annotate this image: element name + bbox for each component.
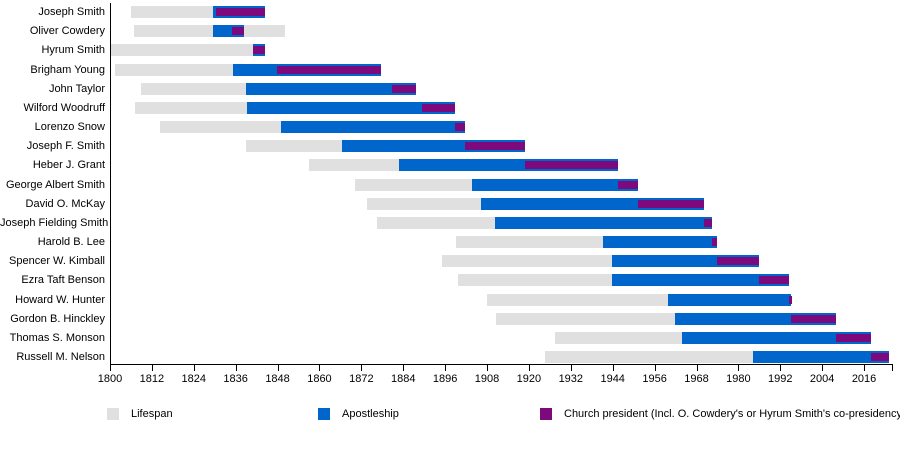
axis-tick-label: 1800: [97, 373, 123, 385]
row-label: Wilford Woodruff: [23, 101, 105, 114]
row-label: Thomas S. Monson: [9, 331, 105, 344]
apostleship-bar: [681, 331, 872, 344]
row-label: Lorenzo Snow: [34, 121, 105, 133]
axis-tick-label: 1824: [181, 373, 207, 385]
apostleship-bar: [472, 178, 639, 191]
row-label: Joseph F. Smith: [26, 140, 105, 153]
legend-swatch-president: [540, 408, 552, 420]
lifespan-bar: [110, 44, 266, 57]
axis-tick-label: 1980: [726, 373, 751, 385]
axis-edge-tick: [892, 365, 893, 371]
presidency-bar: [454, 123, 466, 131]
row-label: Joseph Smith: [38, 6, 105, 18]
axis-tick: [738, 365, 740, 371]
axis-tick: [403, 365, 405, 371]
presidency-bar: [231, 27, 244, 36]
presidency-bar: [392, 84, 416, 93]
axis-tick-label: 1908: [474, 373, 500, 385]
axis-tick-label: 1944: [600, 373, 625, 385]
row-label: Spencer W. Kimball: [9, 255, 105, 268]
row-label: John Taylor: [48, 82, 105, 95]
axis-tick: [612, 365, 614, 371]
axis-tick: [151, 365, 153, 371]
apostleship-bar: [247, 101, 455, 114]
axis-tick-label: 1896: [432, 373, 458, 385]
presidency-bar: [617, 180, 639, 189]
axis-tick-label: 1932: [558, 373, 584, 385]
row-label: Hyrum Smith: [41, 44, 105, 57]
axis-tick-label: 1956: [642, 373, 667, 385]
presidency-bar: [215, 8, 266, 16]
legend-swatch-apostleship: [318, 408, 330, 420]
axis-tick: [822, 365, 824, 371]
axis-tick: [570, 365, 572, 371]
presidency-bar: [836, 333, 872, 342]
presidency-bar: [525, 161, 618, 170]
axis-tick-label: 1968: [684, 373, 709, 385]
presidency-bar: [277, 65, 382, 74]
presidency-bar: [758, 276, 789, 285]
row-label: Harold B. Lee: [37, 236, 105, 248]
row-label: Brigham Young: [30, 63, 105, 76]
row-label: Joseph Fielding Smith: [0, 216, 109, 229]
axis-tick-label: 1872: [349, 373, 374, 385]
row-label: Heber J. Grant: [32, 159, 105, 172]
axis-tick: [487, 365, 489, 371]
axis-tick: [780, 365, 782, 371]
presidency-bar: [465, 142, 526, 151]
apostleship-bar: [603, 236, 718, 248]
axis-tick-label: 2016: [851, 373, 877, 385]
presidency-bar: [791, 314, 837, 323]
axis-tick-label: 1860: [307, 373, 332, 385]
apostleship-bar: [495, 216, 713, 229]
legend-label-apostleship: Apostleship: [342, 408, 399, 420]
axis-tick-label: 1812: [139, 373, 165, 385]
axis-tick: [654, 365, 656, 371]
presidency-bar: [638, 199, 704, 208]
presidency-bar: [712, 238, 718, 246]
axis-tick-label: 2004: [809, 373, 835, 385]
axis-tick-label: 1920: [516, 373, 542, 385]
row-label: Howard W. Hunter: [15, 293, 105, 306]
presidency-bar: [717, 257, 759, 266]
legend-swatch-lifespan: [107, 408, 119, 420]
axis-tick: [864, 365, 866, 371]
axis-tick: [528, 365, 530, 371]
row-label: Oliver Cowdery: [29, 25, 105, 38]
row-label: David O. McKay: [25, 197, 105, 210]
axis-tick-label: 1848: [265, 373, 290, 385]
row-label: Russell M. Nelson: [16, 351, 105, 363]
axis-tick: [277, 365, 279, 371]
presidency-bar: [703, 218, 713, 227]
apostleship-bar: [612, 274, 789, 287]
y-axis-line: [110, 3, 111, 364]
axis-tick: [110, 365, 111, 371]
presidency-bar: [421, 103, 455, 112]
x-axis-line: [110, 364, 893, 365]
axis-tick-label: 1992: [768, 373, 793, 385]
axis-tick-label: 1836: [223, 373, 248, 385]
axis-tick: [319, 365, 321, 371]
axis-tick: [445, 365, 447, 371]
axis-tick: [193, 365, 195, 371]
axis-tick-label: 1884: [391, 373, 416, 385]
axis-tick: [361, 365, 363, 371]
presidency-bar: [253, 46, 266, 55]
legend-label-president: Church president (Incl. O. Cowdery's or …: [564, 408, 900, 420]
presidency-bar: [788, 295, 792, 304]
lifespan-bar: [133, 25, 286, 38]
row-label: Gordon B. Hinckley: [10, 312, 105, 325]
legend-label-lifespan: Lifespan: [131, 408, 173, 420]
apostleship-bar: [753, 351, 890, 363]
apostleship-bar: [246, 82, 416, 95]
presidency-bar: [871, 353, 890, 361]
axis-tick: [696, 365, 698, 371]
row-label: George Albert Smith: [5, 178, 105, 191]
axis-tick: [235, 365, 237, 371]
row-label: Ezra Taft Benson: [21, 274, 105, 287]
apostleship-bar: [667, 293, 792, 306]
apostleship-bar: [281, 121, 466, 133]
